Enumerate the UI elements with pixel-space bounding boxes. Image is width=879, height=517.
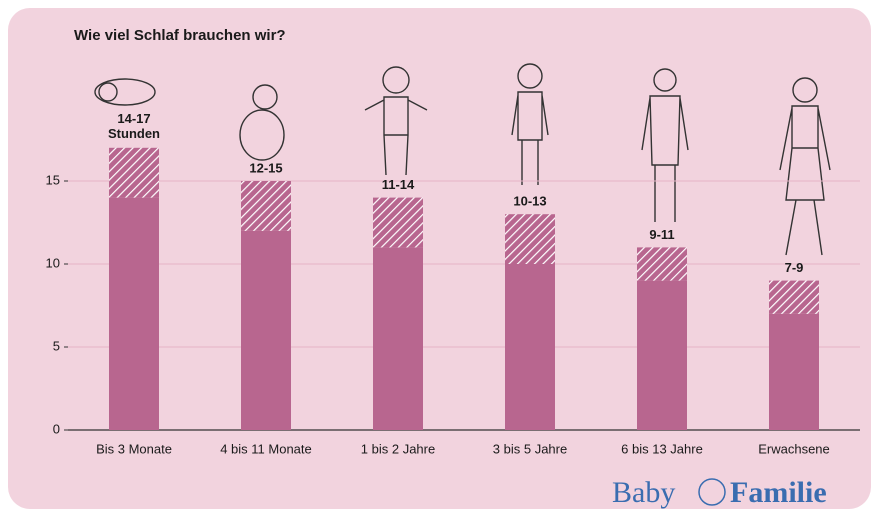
bar-segment <box>769 281 819 314</box>
chart: Wie viel Schlaf brauchen wir? Baby Famil… <box>0 0 879 517</box>
bar-segment <box>241 181 291 231</box>
logo-baby: Baby <box>612 476 675 509</box>
bar-segment <box>373 198 423 248</box>
bar-segment <box>109 198 159 430</box>
bar-segment <box>373 247 423 430</box>
bar-segment <box>505 214 555 264</box>
range-label: 7-9 <box>785 260 804 275</box>
range-label: 10-13 <box>513 194 546 209</box>
range-label: 14-17 <box>117 111 150 126</box>
x-tick-label: 1 bis 2 Jahre <box>361 441 435 456</box>
y-tick-label: 0 <box>53 421 60 436</box>
bar-segment <box>637 247 687 280</box>
y-tick-label: 5 <box>53 338 60 353</box>
range-label: 12-15 <box>249 160 282 175</box>
unit-label: Stunden <box>108 126 160 141</box>
x-tick-label: 4 bis 11 Monate <box>220 441 312 456</box>
bar-segment <box>241 231 291 430</box>
range-label: 9-11 <box>649 227 674 242</box>
page: {"chart_data": {"type": "stacked_bar", "… <box>0 0 879 517</box>
y-tick-label: 15 <box>46 172 60 187</box>
x-tick-label: 6 bis 13 Jahre <box>621 441 703 456</box>
x-tick-label: Erwachsene <box>758 441 830 456</box>
x-tick-label: Bis 3 Monate <box>96 441 172 456</box>
bar-segment <box>769 314 819 430</box>
chart-title: Wie viel Schlaf brauchen wir? <box>74 27 286 44</box>
y-tick-label: 10 <box>46 255 60 270</box>
bar-segment <box>109 148 159 198</box>
logo-familie: Familie <box>730 476 827 509</box>
bar-segment <box>505 264 555 430</box>
bar-segment <box>637 281 687 430</box>
x-tick-label: 3 bis 5 Jahre <box>493 441 567 456</box>
range-label: 11-14 <box>382 177 415 192</box>
